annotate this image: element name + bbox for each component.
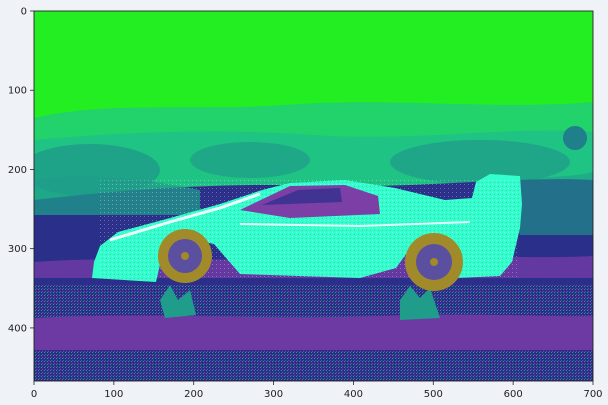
y-tick-label: 200: [8, 165, 27, 176]
y-tick-label: 100: [8, 86, 27, 97]
y-tick-label: 0: [21, 7, 27, 18]
x-axis: 0 100 200 300 400 500 600 700: [31, 381, 603, 400]
x-tick-label: 100: [104, 389, 123, 400]
x-tick-label: 700: [583, 389, 602, 400]
x-tick-label: 0: [31, 389, 37, 400]
x-tick-label: 300: [264, 389, 283, 400]
teal-blob: [390, 140, 570, 184]
front-hub-center: [181, 252, 189, 260]
x-tick-label: 500: [424, 389, 443, 400]
sports-car: [92, 174, 522, 291]
dark-orb: [563, 126, 587, 150]
false-color-photo: [20, 11, 593, 385]
y-tick-label: 300: [8, 244, 27, 255]
y-axis: 0 100 200 300 400: [8, 7, 34, 335]
y-tick-label: 400: [8, 323, 27, 334]
x-tick-label: 200: [184, 389, 203, 400]
x-tick-label: 600: [504, 389, 523, 400]
teal-blob: [190, 142, 310, 178]
ground-purple-band: [34, 315, 593, 350]
rear-hub-center: [430, 258, 438, 266]
x-tick-label: 400: [344, 389, 363, 400]
